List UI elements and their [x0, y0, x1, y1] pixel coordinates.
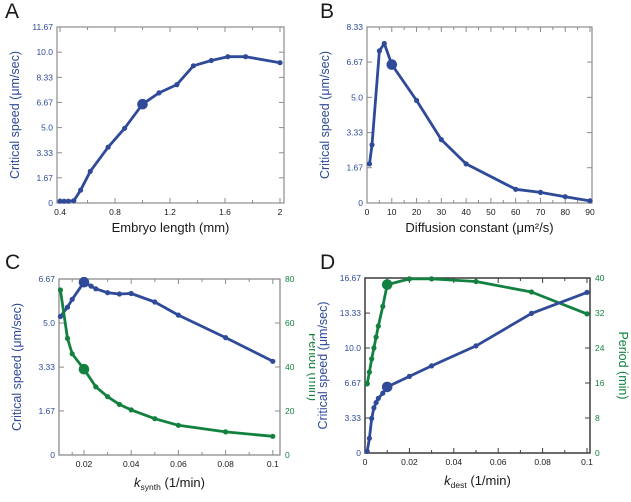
svg-text:24: 24 [595, 343, 605, 353]
panel-A-svg: 0.4 0.8 1.2 1.6 2 0 1.67 3.33 5.0 6.67 8.33 10.0 11.… [8, 22, 285, 235]
svg-text:0: 0 [358, 198, 363, 208]
panel-A: A 0.4 0.8 1.2 1.6 2 0 1.67 3.33 5.0 6.67 8.33 10.0 1… [0, 0, 316, 251]
svg-text:6.67: 6.67 [346, 57, 363, 67]
svg-text:0: 0 [365, 207, 370, 217]
svg-text:80: 80 [285, 274, 295, 284]
svg-text:0: 0 [50, 450, 55, 460]
svg-text:0: 0 [363, 457, 368, 467]
panel-D: D 0 0.02 0.04 0.06 0.08 0.1 0 3.33 6.67 10.0 13.33… [315, 251, 631, 502]
svg-text:1.67: 1.67 [36, 173, 53, 183]
panel-B-svg: 0 10 20 30 40 50 60 70 80 90 0 1.67 3.33 5.0 6.67 8.33 C… [318, 22, 595, 235]
panel-C-svg: 0.02 0.04 0.06 0.08 0.1 0 1.67 3.33 5.0 6.67 0 20 40… [10, 274, 315, 492]
svg-text:16: 16 [595, 378, 605, 388]
svg-text:13.33: 13.33 [340, 308, 362, 318]
svg-text:70: 70 [536, 207, 546, 217]
svg-text:1.6: 1.6 [219, 207, 231, 217]
svg-text:0.8: 0.8 [109, 207, 121, 217]
panel-D-letter: D [320, 251, 336, 274]
svg-text:2: 2 [278, 207, 283, 217]
svg-text:30: 30 [437, 207, 447, 217]
svg-text:0: 0 [356, 448, 361, 458]
svg-text:0.06: 0.06 [490, 457, 507, 467]
svg-text:20: 20 [285, 406, 295, 416]
svg-text:0: 0 [48, 198, 53, 208]
svg-text:0.02: 0.02 [401, 457, 418, 467]
panel-C: C 0.02 0.04 0.06 0.08 0.1 0 1.67 3.33 5.0 6.67 0 20… [0, 251, 316, 502]
svg-text:6.67: 6.67 [38, 274, 55, 284]
svg-text:0: 0 [595, 448, 600, 458]
svg-text:1.67: 1.67 [38, 406, 55, 416]
svg-text:5.0: 5.0 [43, 318, 55, 328]
svg-text:Diffusion constant (μm²/s): Diffusion constant (μm²/s) [405, 220, 553, 235]
svg-text:0.1: 0.1 [581, 457, 593, 467]
svg-text:8.33: 8.33 [346, 22, 363, 32]
panel-D-svg: 0 0.02 0.04 0.06 0.08 0.103.336.6710.013.3316… [316, 273, 630, 490]
svg-text:90: 90 [585, 207, 595, 217]
svg-text:0: 0 [285, 450, 290, 460]
svg-text:3.33: 3.33 [38, 362, 55, 372]
panel-B-letter: B [320, 0, 335, 23]
svg-text:50: 50 [486, 207, 496, 217]
svg-text:16.67: 16.67 [340, 273, 362, 283]
svg-text:kdest (1/min): kdest (1/min) [444, 473, 511, 490]
svg-text:8.33: 8.33 [36, 72, 53, 82]
svg-text:Critical speed (μm/sec): Critical speed (μm/sec) [8, 51, 22, 179]
svg-text:3.33: 3.33 [36, 148, 53, 158]
svg-text:ksynth (1/min): ksynth (1/min) [134, 475, 205, 492]
svg-text:0.08: 0.08 [534, 457, 551, 467]
svg-text:6.67: 6.67 [36, 97, 53, 107]
svg-text:10: 10 [387, 207, 397, 217]
panel-B: B 0 10 20 30 40 50 60 70 80 90 0 1.67 3.33 5.0 6.67 8.3… [315, 0, 631, 251]
svg-text:3.33: 3.33 [344, 413, 361, 423]
svg-text:0.4: 0.4 [54, 207, 66, 217]
svg-text:5.0: 5.0 [351, 92, 363, 102]
svg-text:0.1: 0.1 [267, 459, 279, 469]
svg-text:0.02: 0.02 [76, 459, 93, 469]
panel-C-letter: C [5, 251, 21, 274]
svg-text:Period (min): Period (min) [306, 333, 315, 401]
svg-text:0.08: 0.08 [217, 459, 234, 469]
svg-text:Period (min): Period (min) [616, 331, 630, 399]
svg-text:Critical speed (μm/sec): Critical speed (μm/sec) [318, 51, 332, 179]
svg-text:1.67: 1.67 [346, 163, 363, 173]
svg-text:0.04: 0.04 [446, 457, 463, 467]
svg-text:Critical speed (μm/sec): Critical speed (μm/sec) [316, 301, 330, 429]
svg-text:40: 40 [285, 362, 295, 372]
svg-text:80: 80 [561, 207, 571, 217]
svg-text:Critical speed (μm/sec): Critical speed (μm/sec) [10, 303, 24, 431]
svg-text:8: 8 [595, 413, 600, 423]
svg-text:40: 40 [595, 273, 605, 283]
panel-A-letter: A [5, 0, 20, 23]
svg-text:0.06: 0.06 [170, 459, 187, 469]
svg-text:60: 60 [285, 318, 295, 328]
svg-text:32: 32 [595, 308, 605, 318]
svg-text:3.33: 3.33 [346, 128, 363, 138]
svg-text:0.04: 0.04 [123, 459, 140, 469]
svg-text:6.67: 6.67 [344, 378, 361, 388]
svg-text:5.0: 5.0 [41, 123, 53, 133]
svg-text:10.0: 10.0 [344, 343, 361, 353]
svg-text:11.67: 11.67 [32, 22, 53, 32]
svg-text:20: 20 [412, 207, 422, 217]
svg-text:40: 40 [461, 207, 471, 217]
svg-text:10.0: 10.0 [36, 47, 53, 57]
svg-text:60: 60 [511, 207, 521, 217]
svg-text:1.2: 1.2 [164, 207, 176, 217]
svg-text:Embryo length (mm): Embryo length (mm) [112, 220, 230, 235]
